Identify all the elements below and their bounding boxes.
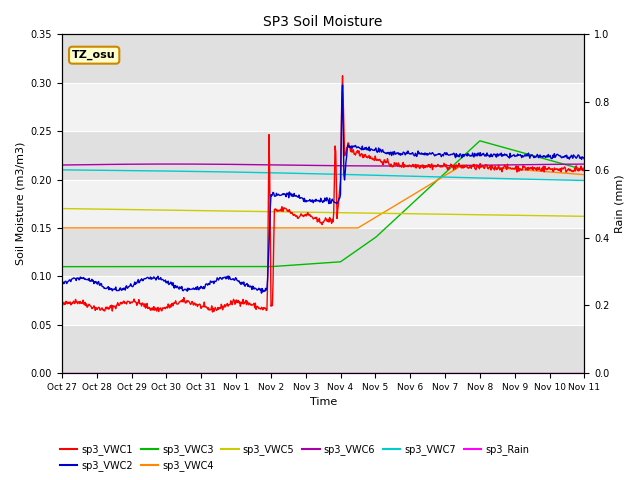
X-axis label: Time: Time [310,397,337,408]
Title: SP3 Soil Moisture: SP3 Soil Moisture [264,15,383,29]
Y-axis label: Soil Moisture (m3/m3): Soil Moisture (m3/m3) [15,142,25,265]
Y-axis label: Rain (mm): Rain (mm) [615,174,625,233]
Text: TZ_osu: TZ_osu [72,50,116,60]
Bar [62,180,584,228]
Bar [62,83,584,131]
Legend: sp3_VWC1, sp3_VWC2, sp3_VWC3, sp3_VWC4, sp3_VWC5, sp3_VWC6, sp3_VWC7, sp3_Rain: sp3_VWC1, sp3_VWC2, sp3_VWC3, sp3_VWC4, … [56,441,533,475]
Bar [62,276,584,325]
